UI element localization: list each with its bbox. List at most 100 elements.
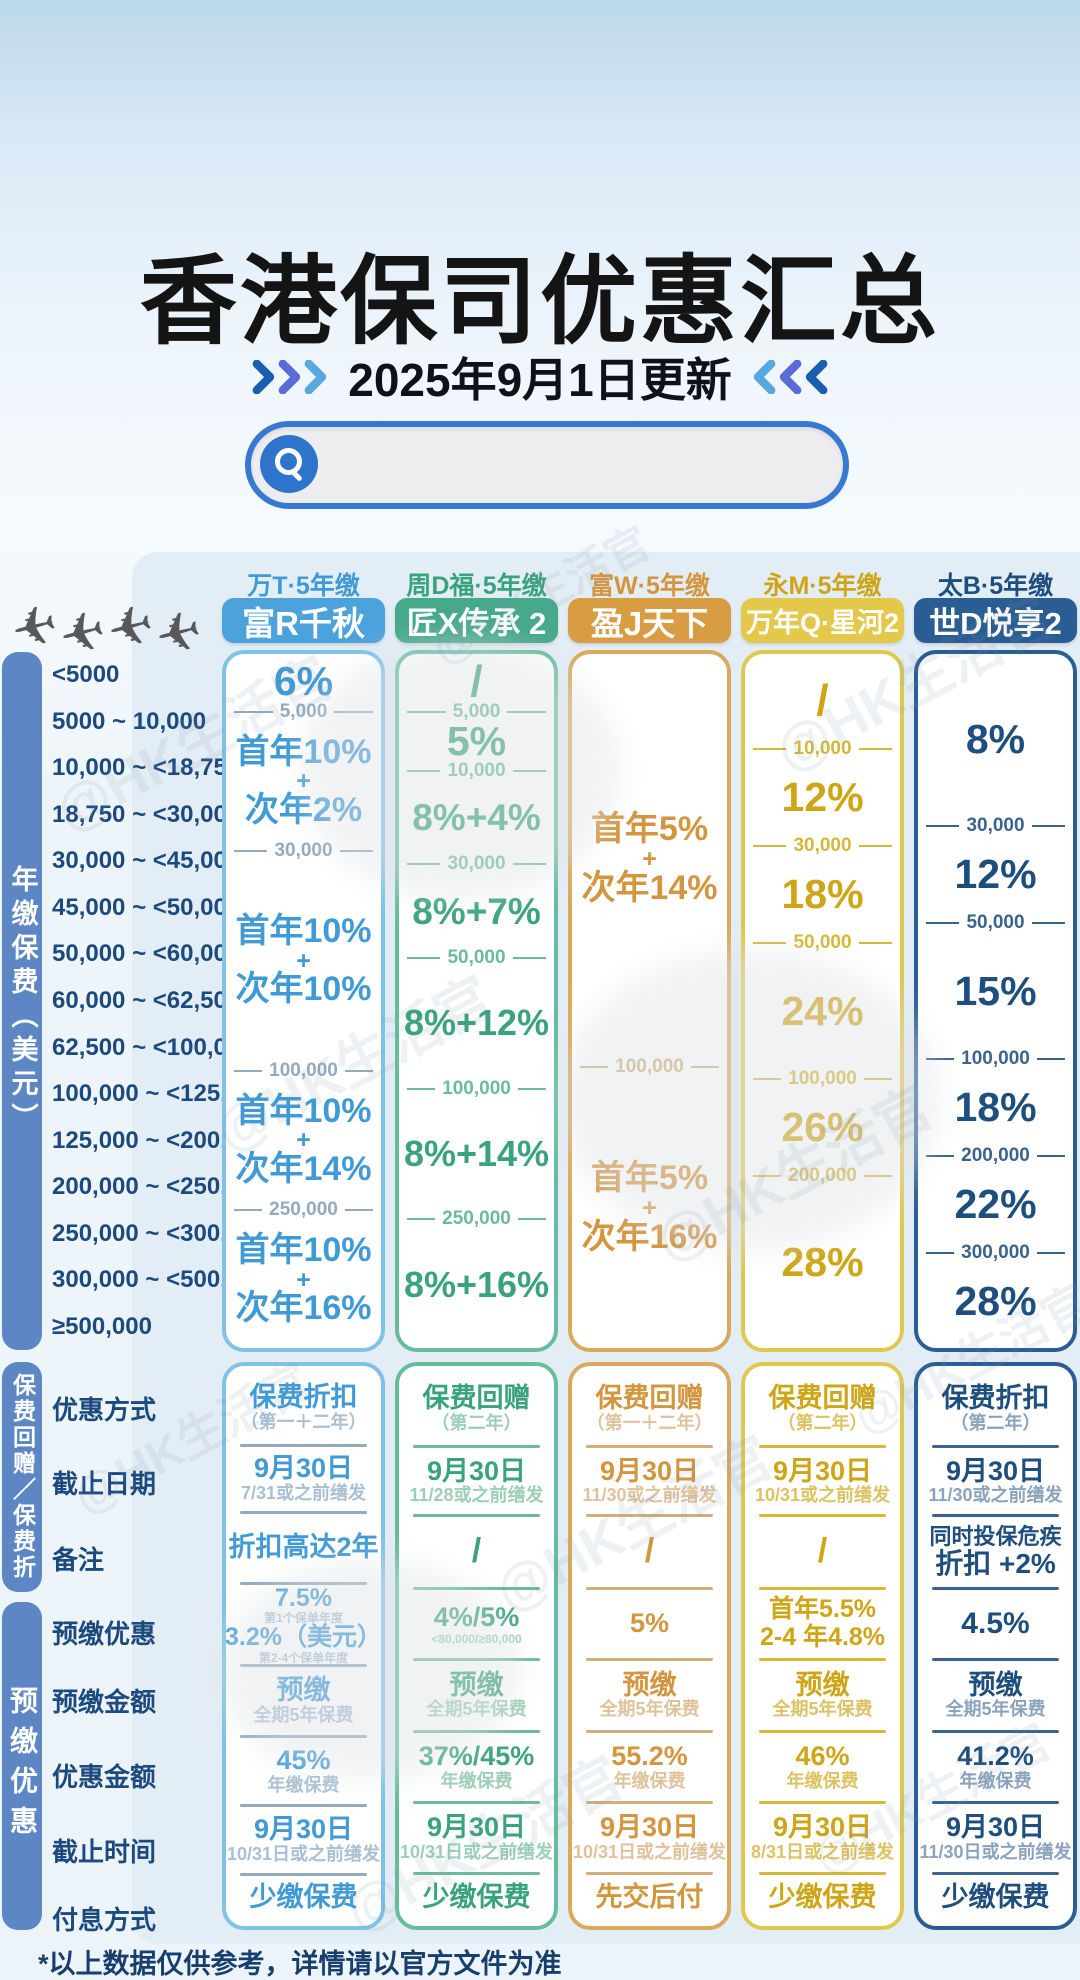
tier-divider: 10,000 xyxy=(751,738,894,759)
premium-range: 5000 ~ 10,000 xyxy=(52,707,207,735)
tier-divider: 100,000 xyxy=(578,1056,721,1077)
discount-value: 次年2% xyxy=(244,790,363,829)
product-pill-1: 富R千秋 xyxy=(222,598,385,643)
plan-label-3: 富W·5年缴 xyxy=(589,572,710,600)
search-input[interactable] xyxy=(331,433,815,491)
product-pill-3: 盈J天下 xyxy=(568,598,731,643)
premium-range: <5000 xyxy=(52,661,120,689)
plus-sign: + xyxy=(296,1126,311,1155)
discount-value: 8%+14% xyxy=(403,1132,550,1174)
details-column-1: 保费折扣 （第一＋二年） 9月30日 7/31或之前缮发 折扣高达2年 7.5% 第1… xyxy=(222,1362,385,1930)
plan-label-1: 万T·5年缴 xyxy=(247,572,360,600)
discount-value: 8%+7% xyxy=(412,890,541,932)
premium-range: 100,000 ~ <125,000 xyxy=(52,1080,267,1108)
chevrons-right-icon xyxy=(252,360,328,394)
discount-column-2: / 5,000 5% 10,000 8%+4% 30,000 8%+7% 50,… xyxy=(395,650,558,1352)
tier-divider: 30,000 xyxy=(751,835,894,856)
page-title: 香港保司优惠汇总 xyxy=(140,247,940,356)
discount-value: 28% xyxy=(954,1277,1037,1324)
discount-column-1: 6% 5,000 首年10% + 次年2% 30,000 首年10% + 次年1… xyxy=(222,650,385,1352)
tier-divider: 200,000 xyxy=(924,1145,1067,1166)
discount-column-3: 首年5% + 次年14% 100,000 首年5% + 次年16% xyxy=(568,650,731,1352)
discount-value: 次年16% xyxy=(235,1289,372,1328)
search-bar[interactable] xyxy=(245,421,849,509)
tier-divider: 10,000 xyxy=(405,760,548,781)
tier-divider: 300,000 xyxy=(924,1242,1067,1263)
row-label: 备注 xyxy=(52,1545,105,1575)
plan-label-5: 太B·5年缴 xyxy=(937,572,1054,600)
premium-range: ≥500,000 xyxy=(52,1312,152,1340)
premium-range: 50,000 ~ <60,000 xyxy=(52,940,241,968)
tier-divider: 50,000 xyxy=(405,947,548,968)
row-label: 付息方式 xyxy=(52,1905,157,1935)
row-label: 预缴金额 xyxy=(52,1687,157,1717)
details-column-5: 保费折扣 （第二年） 9月30日 11/30或之前缮发 同时投保危疾 折扣 +2% 4… xyxy=(914,1362,1077,1930)
premium-range: 60,000 ~ <62,500 xyxy=(52,986,241,1014)
plus-sign: + xyxy=(642,1194,657,1223)
discount-column-4: / 10,000 12% 30,000 18% 50,000 24% 100,0… xyxy=(741,650,904,1352)
tier-divider: 250,000 xyxy=(405,1208,548,1229)
discount-value: 24% xyxy=(781,987,864,1034)
discount-value: 15% xyxy=(954,967,1037,1014)
discount-value: 首年5% xyxy=(590,810,709,849)
sidebar-annual-premium: 年缴保费（美元） xyxy=(2,652,42,1350)
tier-divider: 50,000 xyxy=(751,932,894,953)
row-label: 优惠金额 xyxy=(52,1762,157,1792)
discount-column-5: 8% 30,000 12% 50,000 15% 100,000 18% 200… xyxy=(914,650,1077,1352)
tier-divider: 100,000 xyxy=(924,1048,1067,1069)
discount-value: 6% xyxy=(273,658,334,705)
product-pill-4: 万年Q·星河2 xyxy=(741,598,904,643)
discount-value: 次年14% xyxy=(235,1149,372,1188)
search-icon xyxy=(260,435,318,493)
discount-value: 8%+4% xyxy=(412,796,541,838)
chevrons-left-icon xyxy=(752,360,828,394)
discount-value: 18% xyxy=(954,1083,1037,1130)
discount-value: / xyxy=(470,657,483,706)
discount-value: 首年10% xyxy=(235,1231,372,1270)
premium-range: 125,000 ~ <200,000 xyxy=(52,1126,267,1154)
discount-value: 12% xyxy=(781,774,864,821)
premium-range: 10,000 ~ <18,750 xyxy=(52,754,241,782)
premium-range: 250,000 ~ <300,000 xyxy=(52,1219,267,1247)
plan-label-2: 周D福·5年缴 xyxy=(406,572,547,600)
row-label: 优惠方式 xyxy=(52,1395,157,1425)
discount-value: 首年10% xyxy=(235,732,372,771)
update-date: 2025年9月1日更新 xyxy=(348,354,732,406)
tier-divider: 5,000 xyxy=(405,701,548,722)
discount-value: 首年10% xyxy=(235,912,372,951)
discount-value: 首年5% xyxy=(590,1159,709,1198)
tier-divider: 50,000 xyxy=(924,912,1067,933)
update-date-row: 2025年9月1日更新 xyxy=(0,344,1080,410)
discount-value: 5% xyxy=(446,717,507,764)
tier-divider: 30,000 xyxy=(232,840,375,861)
tier-divider: 30,000 xyxy=(924,815,1067,836)
details-column-3: 保费回赠 （第一＋二年） 9月30日 11/30或之前缮发 / 5% 预缴 全期5年保… xyxy=(568,1362,731,1930)
premium-range: 30,000 ~ <45,000 xyxy=(52,847,241,875)
tier-divider: 250,000 xyxy=(232,1199,375,1220)
tier-divider: 30,000 xyxy=(405,853,548,874)
row-label: 截止时间 xyxy=(52,1837,157,1867)
row-label: 预缴优惠 xyxy=(52,1619,157,1649)
premium-range: 45,000 ~ <50,000 xyxy=(52,893,241,921)
premium-range: 62,500 ~ <100,000 xyxy=(52,1033,254,1061)
disclaimer: *以上数据仅供参考，详情请以官方文件为准 xyxy=(38,1949,562,1979)
plus-sign: + xyxy=(296,767,311,796)
premium-range: 200,000 ~ <250,000 xyxy=(52,1173,267,1201)
discount-value: / xyxy=(816,675,829,725)
plus-sign: + xyxy=(296,1265,311,1294)
tier-divider: 100,000 xyxy=(232,1060,375,1081)
row-label: 截止日期 xyxy=(52,1469,157,1499)
product-pill-2: 匠X传承 2 xyxy=(395,598,558,643)
premium-range-list: <5000 5000 ~ 10,000 10,000 ~ <18,750 18,… xyxy=(52,652,267,1350)
discount-value: 18% xyxy=(781,871,864,918)
discount-value: 8%+16% xyxy=(403,1263,550,1305)
discount-value: 首年10% xyxy=(235,1091,372,1130)
discount-value: 8% xyxy=(965,715,1026,762)
discount-value: 次年16% xyxy=(581,1217,718,1256)
tier-divider: 200,000 xyxy=(751,1165,894,1186)
details-column-2: 保费回赠 （第二年） 9月30日 11/28或之前缮发 / 4%/5% <80,000… xyxy=(395,1362,558,1930)
product-pill-5: 世D悦享2 xyxy=(914,598,1077,643)
plus-sign: + xyxy=(296,946,311,975)
premium-range: 18,750 ~ <30,000 xyxy=(52,800,241,828)
